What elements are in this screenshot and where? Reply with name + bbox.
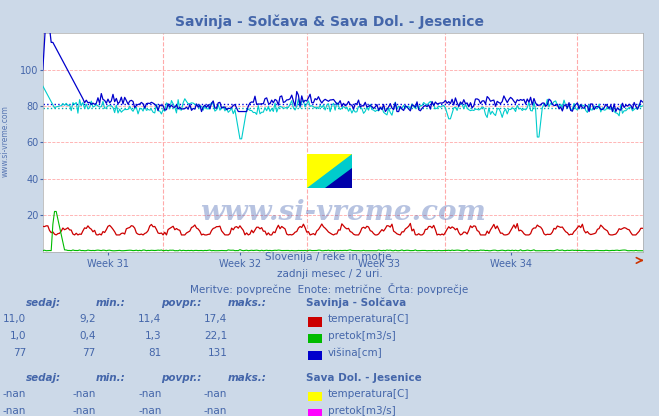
Text: Meritve: povprečne  Enote: metrične  Črta: povprečje: Meritve: povprečne Enote: metrične Črta:… xyxy=(190,283,469,295)
Text: maks.:: maks.: xyxy=(227,298,266,308)
Text: www.si-vreme.com: www.si-vreme.com xyxy=(200,199,486,226)
Text: zadnji mesec / 2 uri.: zadnji mesec / 2 uri. xyxy=(277,269,382,279)
Text: -nan: -nan xyxy=(138,389,161,399)
Text: sedaj:: sedaj: xyxy=(26,298,61,308)
Text: sedaj:: sedaj: xyxy=(26,373,61,383)
Text: www.si-vreme.com: www.si-vreme.com xyxy=(1,106,10,177)
Polygon shape xyxy=(325,168,352,188)
Text: povpr.:: povpr.: xyxy=(161,298,202,308)
Text: temperatura[C]: temperatura[C] xyxy=(328,314,410,324)
Text: 1,0: 1,0 xyxy=(10,331,26,341)
Polygon shape xyxy=(306,154,352,188)
Text: Slovenija / reke in morje.: Slovenija / reke in morje. xyxy=(264,252,395,262)
Text: 131: 131 xyxy=(208,348,227,358)
Text: -nan: -nan xyxy=(72,389,96,399)
Text: temperatura[C]: temperatura[C] xyxy=(328,389,410,399)
Text: -nan: -nan xyxy=(138,406,161,416)
Text: -nan: -nan xyxy=(3,406,26,416)
Text: 9,2: 9,2 xyxy=(79,314,96,324)
Text: 22,1: 22,1 xyxy=(204,331,227,341)
Text: povpr.:: povpr.: xyxy=(161,373,202,383)
Text: min.:: min.: xyxy=(96,373,125,383)
Text: min.:: min.: xyxy=(96,298,125,308)
Text: 0,4: 0,4 xyxy=(79,331,96,341)
Text: 11,0: 11,0 xyxy=(3,314,26,324)
Text: pretok[m3/s]: pretok[m3/s] xyxy=(328,331,396,341)
Text: -nan: -nan xyxy=(3,389,26,399)
Text: višina[cm]: višina[cm] xyxy=(328,347,383,358)
Polygon shape xyxy=(306,154,352,188)
Text: -nan: -nan xyxy=(204,406,227,416)
Text: 81: 81 xyxy=(148,348,161,358)
Text: 1,3: 1,3 xyxy=(145,331,161,341)
Text: -nan: -nan xyxy=(204,389,227,399)
Text: Savinja - Solčava & Sava Dol. - Jesenice: Savinja - Solčava & Sava Dol. - Jesenice xyxy=(175,15,484,29)
Text: maks.:: maks.: xyxy=(227,373,266,383)
Text: Savinja - Solčava: Savinja - Solčava xyxy=(306,297,407,308)
Text: pretok[m3/s]: pretok[m3/s] xyxy=(328,406,396,416)
Text: 11,4: 11,4 xyxy=(138,314,161,324)
Text: 17,4: 17,4 xyxy=(204,314,227,324)
Text: Sava Dol. - Jesenice: Sava Dol. - Jesenice xyxy=(306,373,422,383)
Text: 77: 77 xyxy=(13,348,26,358)
Text: 77: 77 xyxy=(82,348,96,358)
Text: -nan: -nan xyxy=(72,406,96,416)
